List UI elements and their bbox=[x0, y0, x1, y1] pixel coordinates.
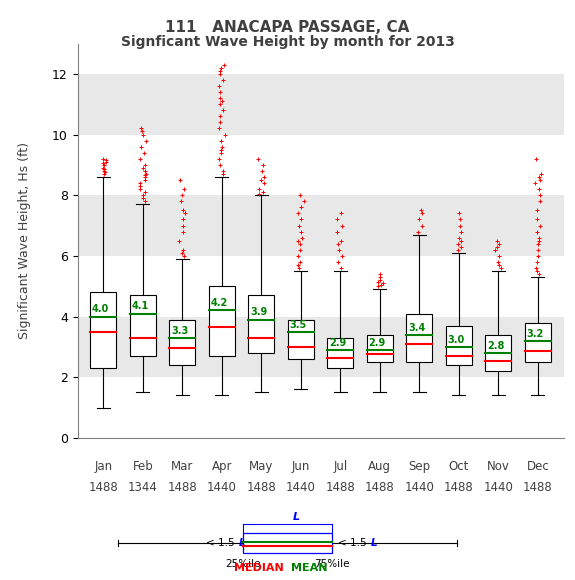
Text: 1488: 1488 bbox=[325, 481, 355, 494]
FancyBboxPatch shape bbox=[243, 532, 332, 553]
Text: 1488: 1488 bbox=[89, 481, 118, 494]
Text: 3.0: 3.0 bbox=[447, 335, 465, 345]
Text: Nov: Nov bbox=[487, 460, 510, 473]
FancyBboxPatch shape bbox=[209, 286, 235, 356]
Bar bbox=[78, 256, 564, 317]
FancyBboxPatch shape bbox=[248, 295, 274, 353]
Text: 4.0: 4.0 bbox=[92, 304, 109, 314]
Text: 4.2: 4.2 bbox=[210, 298, 228, 309]
Text: L: L bbox=[293, 512, 300, 521]
Bar bbox=[78, 377, 564, 438]
FancyBboxPatch shape bbox=[367, 335, 393, 362]
Text: 4.1: 4.1 bbox=[132, 302, 149, 311]
Text: 1440: 1440 bbox=[286, 481, 316, 494]
Text: 1488: 1488 bbox=[247, 481, 276, 494]
Text: L: L bbox=[239, 538, 246, 548]
FancyBboxPatch shape bbox=[90, 292, 116, 368]
Text: Sep: Sep bbox=[408, 460, 430, 473]
Text: Aug: Aug bbox=[369, 460, 392, 473]
FancyBboxPatch shape bbox=[446, 325, 471, 365]
Text: May: May bbox=[249, 460, 274, 473]
Text: 1488: 1488 bbox=[444, 481, 474, 494]
Text: 1488: 1488 bbox=[167, 481, 197, 494]
Bar bbox=[78, 28, 564, 74]
Text: MEDIAN: MEDIAN bbox=[234, 563, 284, 573]
Bar bbox=[78, 317, 564, 377]
Text: Oct: Oct bbox=[448, 460, 469, 473]
Text: < 1.5: < 1.5 bbox=[206, 538, 238, 548]
Text: Jun: Jun bbox=[292, 460, 310, 473]
Bar bbox=[78, 195, 564, 256]
Text: Mar: Mar bbox=[171, 460, 194, 473]
FancyBboxPatch shape bbox=[170, 320, 195, 365]
Bar bbox=[78, 74, 564, 135]
Text: Jan: Jan bbox=[94, 460, 112, 473]
Text: 3.4: 3.4 bbox=[408, 322, 426, 332]
Text: 1440: 1440 bbox=[404, 481, 434, 494]
Text: 3.9: 3.9 bbox=[250, 307, 267, 317]
Text: 2.8: 2.8 bbox=[487, 341, 504, 351]
FancyBboxPatch shape bbox=[407, 314, 432, 362]
Text: Signficant Wave Height by month for 2013: Signficant Wave Height by month for 2013 bbox=[121, 35, 454, 49]
Text: 111   ANACAPA PASSAGE, CA: 111 ANACAPA PASSAGE, CA bbox=[166, 20, 409, 35]
Text: 3.2: 3.2 bbox=[527, 329, 544, 339]
Text: Jul: Jul bbox=[333, 460, 347, 473]
Bar bbox=[78, 135, 564, 195]
FancyBboxPatch shape bbox=[288, 320, 313, 359]
Text: Feb: Feb bbox=[132, 460, 153, 473]
Text: 1488: 1488 bbox=[365, 481, 394, 494]
Text: 75%ile: 75%ile bbox=[314, 559, 350, 570]
Text: 3.3: 3.3 bbox=[171, 325, 188, 336]
Text: 1488: 1488 bbox=[523, 481, 553, 494]
FancyBboxPatch shape bbox=[130, 295, 156, 356]
Y-axis label: Significant Wave Height, Hs (ft): Significant Wave Height, Hs (ft) bbox=[18, 142, 32, 339]
FancyBboxPatch shape bbox=[328, 338, 353, 368]
Text: 1440: 1440 bbox=[207, 481, 237, 494]
Text: < 1.5: < 1.5 bbox=[338, 538, 370, 548]
Text: Apr: Apr bbox=[212, 460, 232, 473]
Text: MEAN: MEAN bbox=[291, 563, 328, 573]
Text: 2.9: 2.9 bbox=[369, 338, 386, 348]
Text: 25%ile: 25%ile bbox=[225, 559, 261, 570]
FancyBboxPatch shape bbox=[525, 322, 551, 362]
Text: 1440: 1440 bbox=[484, 481, 513, 494]
Text: Dec: Dec bbox=[527, 460, 549, 473]
Text: 3.5: 3.5 bbox=[290, 320, 307, 329]
FancyBboxPatch shape bbox=[485, 335, 511, 371]
Text: 1344: 1344 bbox=[128, 481, 158, 494]
Text: 2.9: 2.9 bbox=[329, 338, 346, 348]
Text: L: L bbox=[370, 538, 377, 548]
